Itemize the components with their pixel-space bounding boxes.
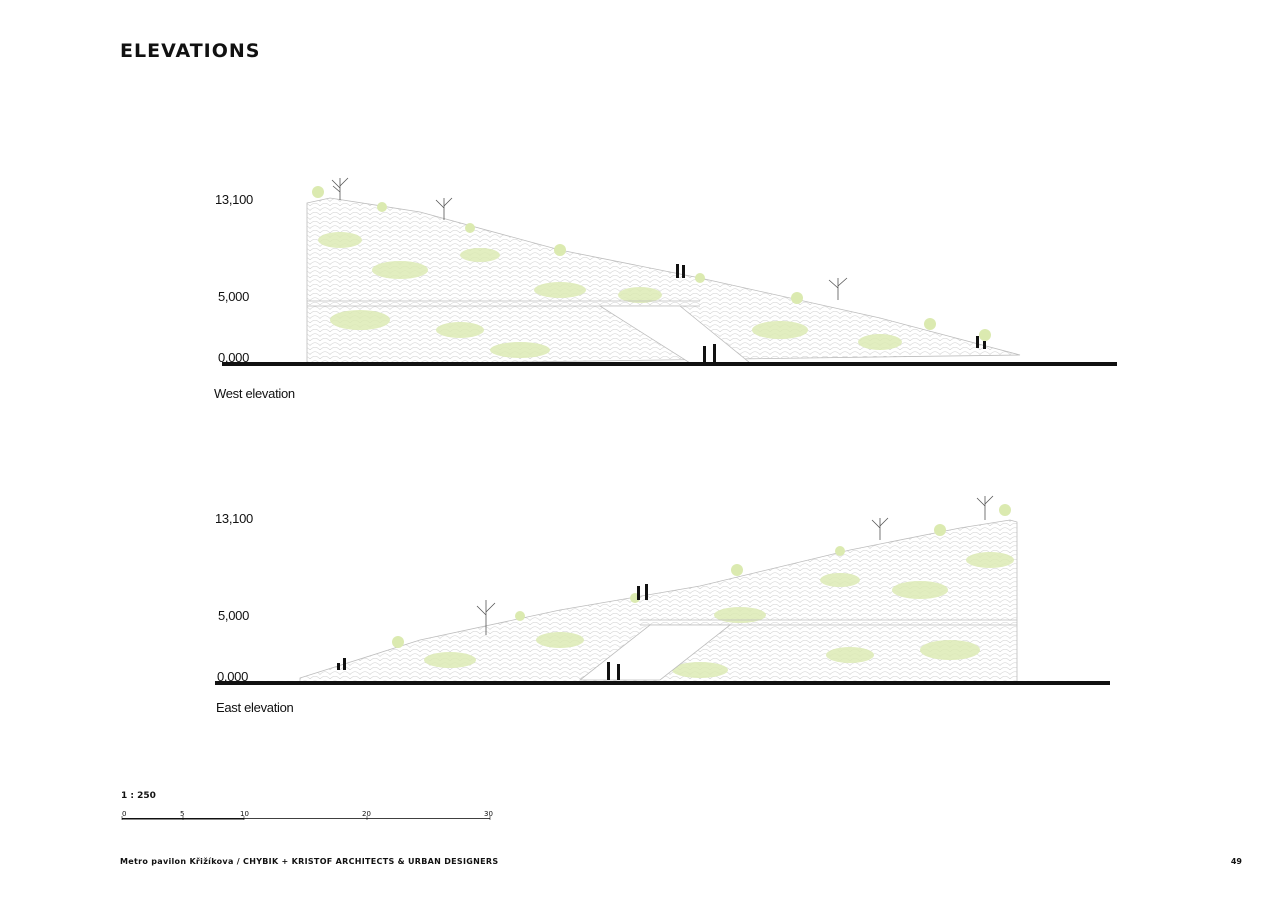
scale-tick: 0 bbox=[122, 810, 127, 818]
scale-tick: 5 bbox=[180, 810, 185, 818]
greenery-patches bbox=[424, 552, 1014, 678]
people-figures bbox=[676, 264, 986, 362]
scale-tick: 10 bbox=[240, 810, 249, 818]
level-label-top: 13,100 bbox=[215, 511, 253, 526]
elevation-caption: East elevation bbox=[216, 700, 294, 715]
level-label-top: 13,100 bbox=[215, 192, 253, 207]
ground-line bbox=[215, 681, 1110, 685]
scale-ratio: 1 : 250 bbox=[121, 791, 156, 801]
elevation-caption: West elevation bbox=[214, 386, 295, 401]
page-number: 49 bbox=[1230, 857, 1242, 866]
west-elevation: 13,100 5,000 0,000 bbox=[0, 170, 1280, 510]
greenery-patches bbox=[318, 232, 902, 358]
shrubs bbox=[392, 504, 1011, 648]
level-label-ground: 0,000 bbox=[218, 350, 250, 365]
east-elevation: 13,100 5,000 0,000 bbox=[0, 490, 1280, 830]
trees bbox=[476, 495, 994, 635]
scale-tick: 20 bbox=[362, 810, 371, 818]
level-label-mid: 5,000 bbox=[218, 608, 250, 623]
level-label-ground: 0,000 bbox=[217, 669, 249, 684]
level-label-mid: 5,000 bbox=[218, 289, 250, 304]
page-title: ELEVATIONS bbox=[120, 40, 261, 62]
east-elevation-drawing bbox=[215, 495, 1110, 685]
shrubs bbox=[312, 186, 991, 341]
trees bbox=[331, 177, 848, 300]
page-footer: Metro pavilon Křižíkova / CHYBIK + KRIST… bbox=[120, 857, 499, 866]
west-elevation-drawing bbox=[222, 177, 1117, 366]
people-figures bbox=[337, 584, 648, 680]
ground-line bbox=[222, 362, 1117, 366]
scale-tick: 30 bbox=[484, 810, 493, 818]
